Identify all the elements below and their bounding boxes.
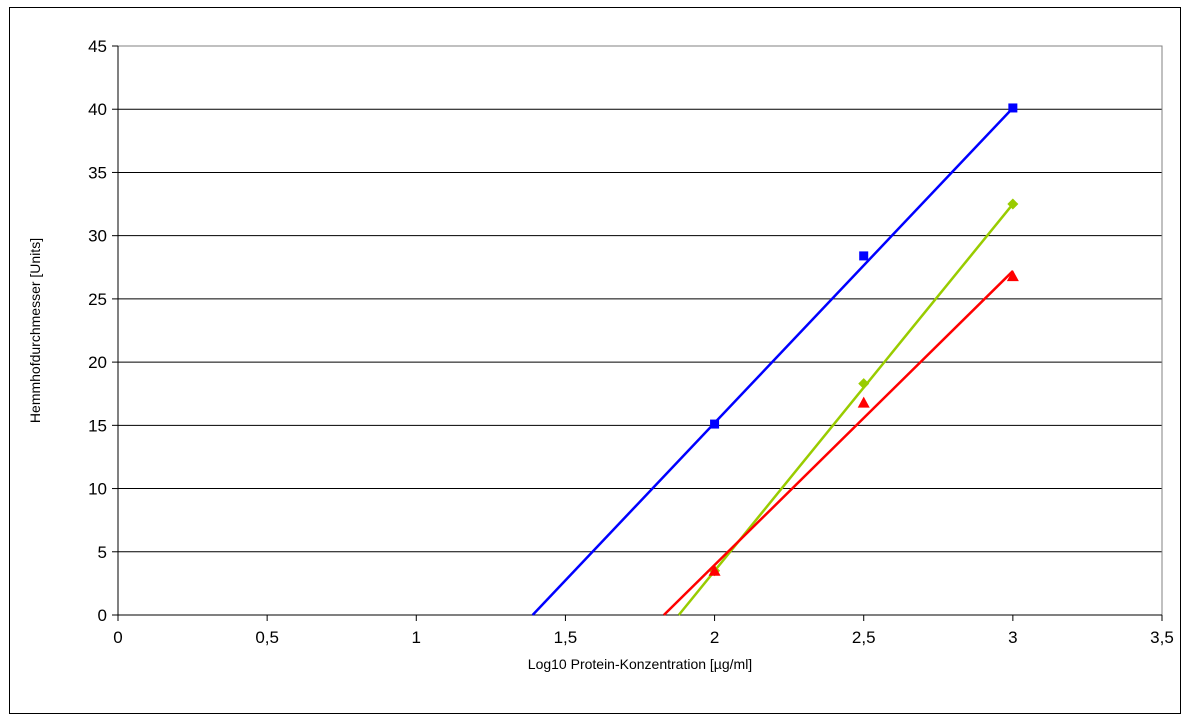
data-point-series-2 [858,378,870,390]
chart-frame: 0 0,5 1 1,5 2 2,5 3 3,5 0 5 10 15 20 25 30 35 40 45 Log10… [9,7,1181,714]
x-tick-label: 1 [412,628,421,647]
data-point-series-3 [857,396,870,408]
y-tick-label: 35 [88,163,107,182]
x-tick-label: 2,5 [852,628,876,647]
data-point-series-1 [859,251,869,261]
x-axis-title: Log10 Protein-Konzentration [µg/ml] [528,656,752,672]
trendline-series-1 [531,107,1014,616]
x-tick-label: 3,5 [1150,628,1174,647]
data-point-series-3 [1006,270,1019,282]
y-tick-label: 0 [98,606,107,625]
series-3 [662,270,1019,616]
x-tick-label: 2 [710,628,719,647]
y-tick-label: 10 [88,480,107,499]
trendline-series-3 [662,270,1014,616]
plot-area [117,45,1163,616]
chart-svg: 0 0,5 1 1,5 2 2,5 3 3,5 0 5 10 15 20 25 30 35 40 45 Log10… [27,37,1174,672]
data-point-series-1 [1008,103,1018,113]
y-axis-title: Hemmhofdurchmesser [Units] [27,238,43,423]
data-point-series-3 [708,564,721,576]
data-point-series-1 [710,419,720,429]
x-tick-label: 3 [1008,628,1017,647]
y-tick-label: 40 [88,100,107,119]
tick-labels: 0 0,5 1 1,5 2 2,5 3 3,5 0 5 10 15 20 25 30 35 40 45 [88,37,1174,647]
y-tick-label: 30 [88,227,107,246]
y-tick-label: 5 [98,543,107,562]
series-layer [531,103,1019,616]
x-tick-label: 1,5 [554,628,578,647]
axis-layer [112,45,1163,621]
y-tick-label: 20 [88,353,107,372]
y-tick-label: 15 [88,416,107,435]
x-tick-label: 0,5 [255,628,279,647]
y-tick-label: 45 [88,37,107,56]
x-tick-label: 0 [113,628,122,647]
data-point-series-2 [1007,198,1019,210]
y-tick-label: 25 [88,290,107,309]
series-1 [531,103,1018,616]
grid-layer [118,45,1162,553]
